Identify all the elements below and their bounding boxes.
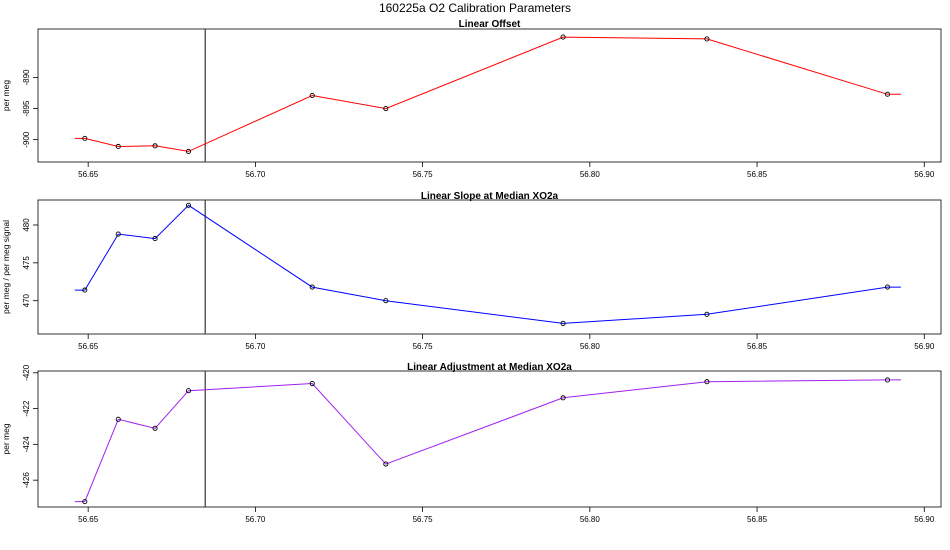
panel-title: Linear Slope at Median XO2a: [421, 191, 559, 202]
x-tick-label: 56.85: [747, 515, 768, 524]
plot-frame: [37, 199, 942, 335]
data-point: [309, 380, 315, 387]
x-tick-label: 56.65: [78, 342, 99, 351]
data-point: [884, 284, 891, 290]
data-point: [309, 92, 315, 99]
panel-3: Linear Adjustment at Median XO2a 56.65 56.…: [1, 362, 942, 524]
x-tick-label: 56.75: [413, 170, 434, 179]
y-tick-label: -426: [22, 472, 31, 489]
y-tick-label: -900: [22, 131, 31, 148]
data-point: [704, 311, 710, 317]
y-tick-label: 470: [22, 293, 31, 307]
data-point: [383, 298, 389, 304]
y-axis-label: per meg: [1, 423, 11, 454]
data-point: [115, 143, 121, 150]
panel-2: Linear Slope at Median XO2a 56.65 56.70 56.…: [1, 191, 942, 351]
data-point: [82, 287, 88, 293]
series-line: [74, 36, 901, 152]
plot-frame: [37, 370, 942, 508]
y-axis-label: per meg / per meg signal: [1, 220, 11, 314]
x-tick-label: 56.70: [245, 170, 266, 179]
x-tick-label: 56.75: [413, 342, 434, 351]
series-line: [74, 379, 901, 503]
data-point: [884, 91, 891, 97]
y-tick-label: -424: [22, 436, 31, 453]
data-point: [82, 499, 88, 505]
x-tick-label: 56.85: [747, 342, 768, 351]
y-tick-label: 480: [22, 218, 31, 232]
x-tick-label: 56.90: [914, 515, 935, 524]
panel-title: Linear Offset: [459, 19, 521, 30]
x-tick-label: 56.65: [78, 170, 99, 179]
plot-frame: [37, 28, 942, 163]
data-point: [82, 135, 88, 141]
y-tick-label: -895: [22, 100, 31, 117]
y-tick-label: 475: [22, 256, 31, 270]
data-point: [560, 395, 566, 401]
data-point: [383, 461, 389, 467]
x-tick-label: 56.90: [914, 170, 935, 179]
panel-1: Linear Offset 56.65 56.70 56.75 56.80 56.85 56…: [1, 19, 942, 179]
data-point: [115, 231, 121, 237]
x-tick-label: 56.90: [914, 342, 935, 351]
y-axis-label: per meg: [1, 80, 11, 111]
data-point: [884, 377, 891, 383]
x-tick-label: 56.80: [580, 342, 601, 351]
data-point: [152, 425, 158, 431]
y-tick-label: -422: [22, 400, 31, 417]
data-point: [560, 34, 566, 40]
data-point: [115, 416, 121, 422]
x-tick-label: 56.85: [747, 170, 768, 179]
series-line: [74, 204, 901, 324]
data-point: [704, 36, 710, 42]
data-point: [152, 236, 158, 242]
y-tick-label: -890: [22, 69, 31, 86]
x-tick-label: 56.70: [245, 342, 266, 351]
y-tick-label: -420: [22, 364, 31, 381]
data-point: [185, 148, 192, 154]
data-point: [383, 106, 389, 112]
data-point: [309, 284, 315, 290]
data-point: [185, 388, 192, 394]
x-tick-label: 56.75: [413, 515, 434, 524]
x-tick-label: 56.80: [580, 170, 601, 179]
panel-title: Linear Adjustment at Median XO2a: [407, 362, 572, 373]
figure-title: 160225a O2 Calibration Parameters: [379, 1, 571, 15]
data-point: [704, 379, 710, 385]
x-tick-label: 56.65: [78, 515, 99, 524]
data-point: [152, 143, 158, 149]
data-point: [185, 202, 192, 208]
data-point: [560, 320, 566, 326]
x-tick-label: 56.70: [245, 515, 266, 524]
x-tick-label: 56.80: [580, 515, 601, 524]
